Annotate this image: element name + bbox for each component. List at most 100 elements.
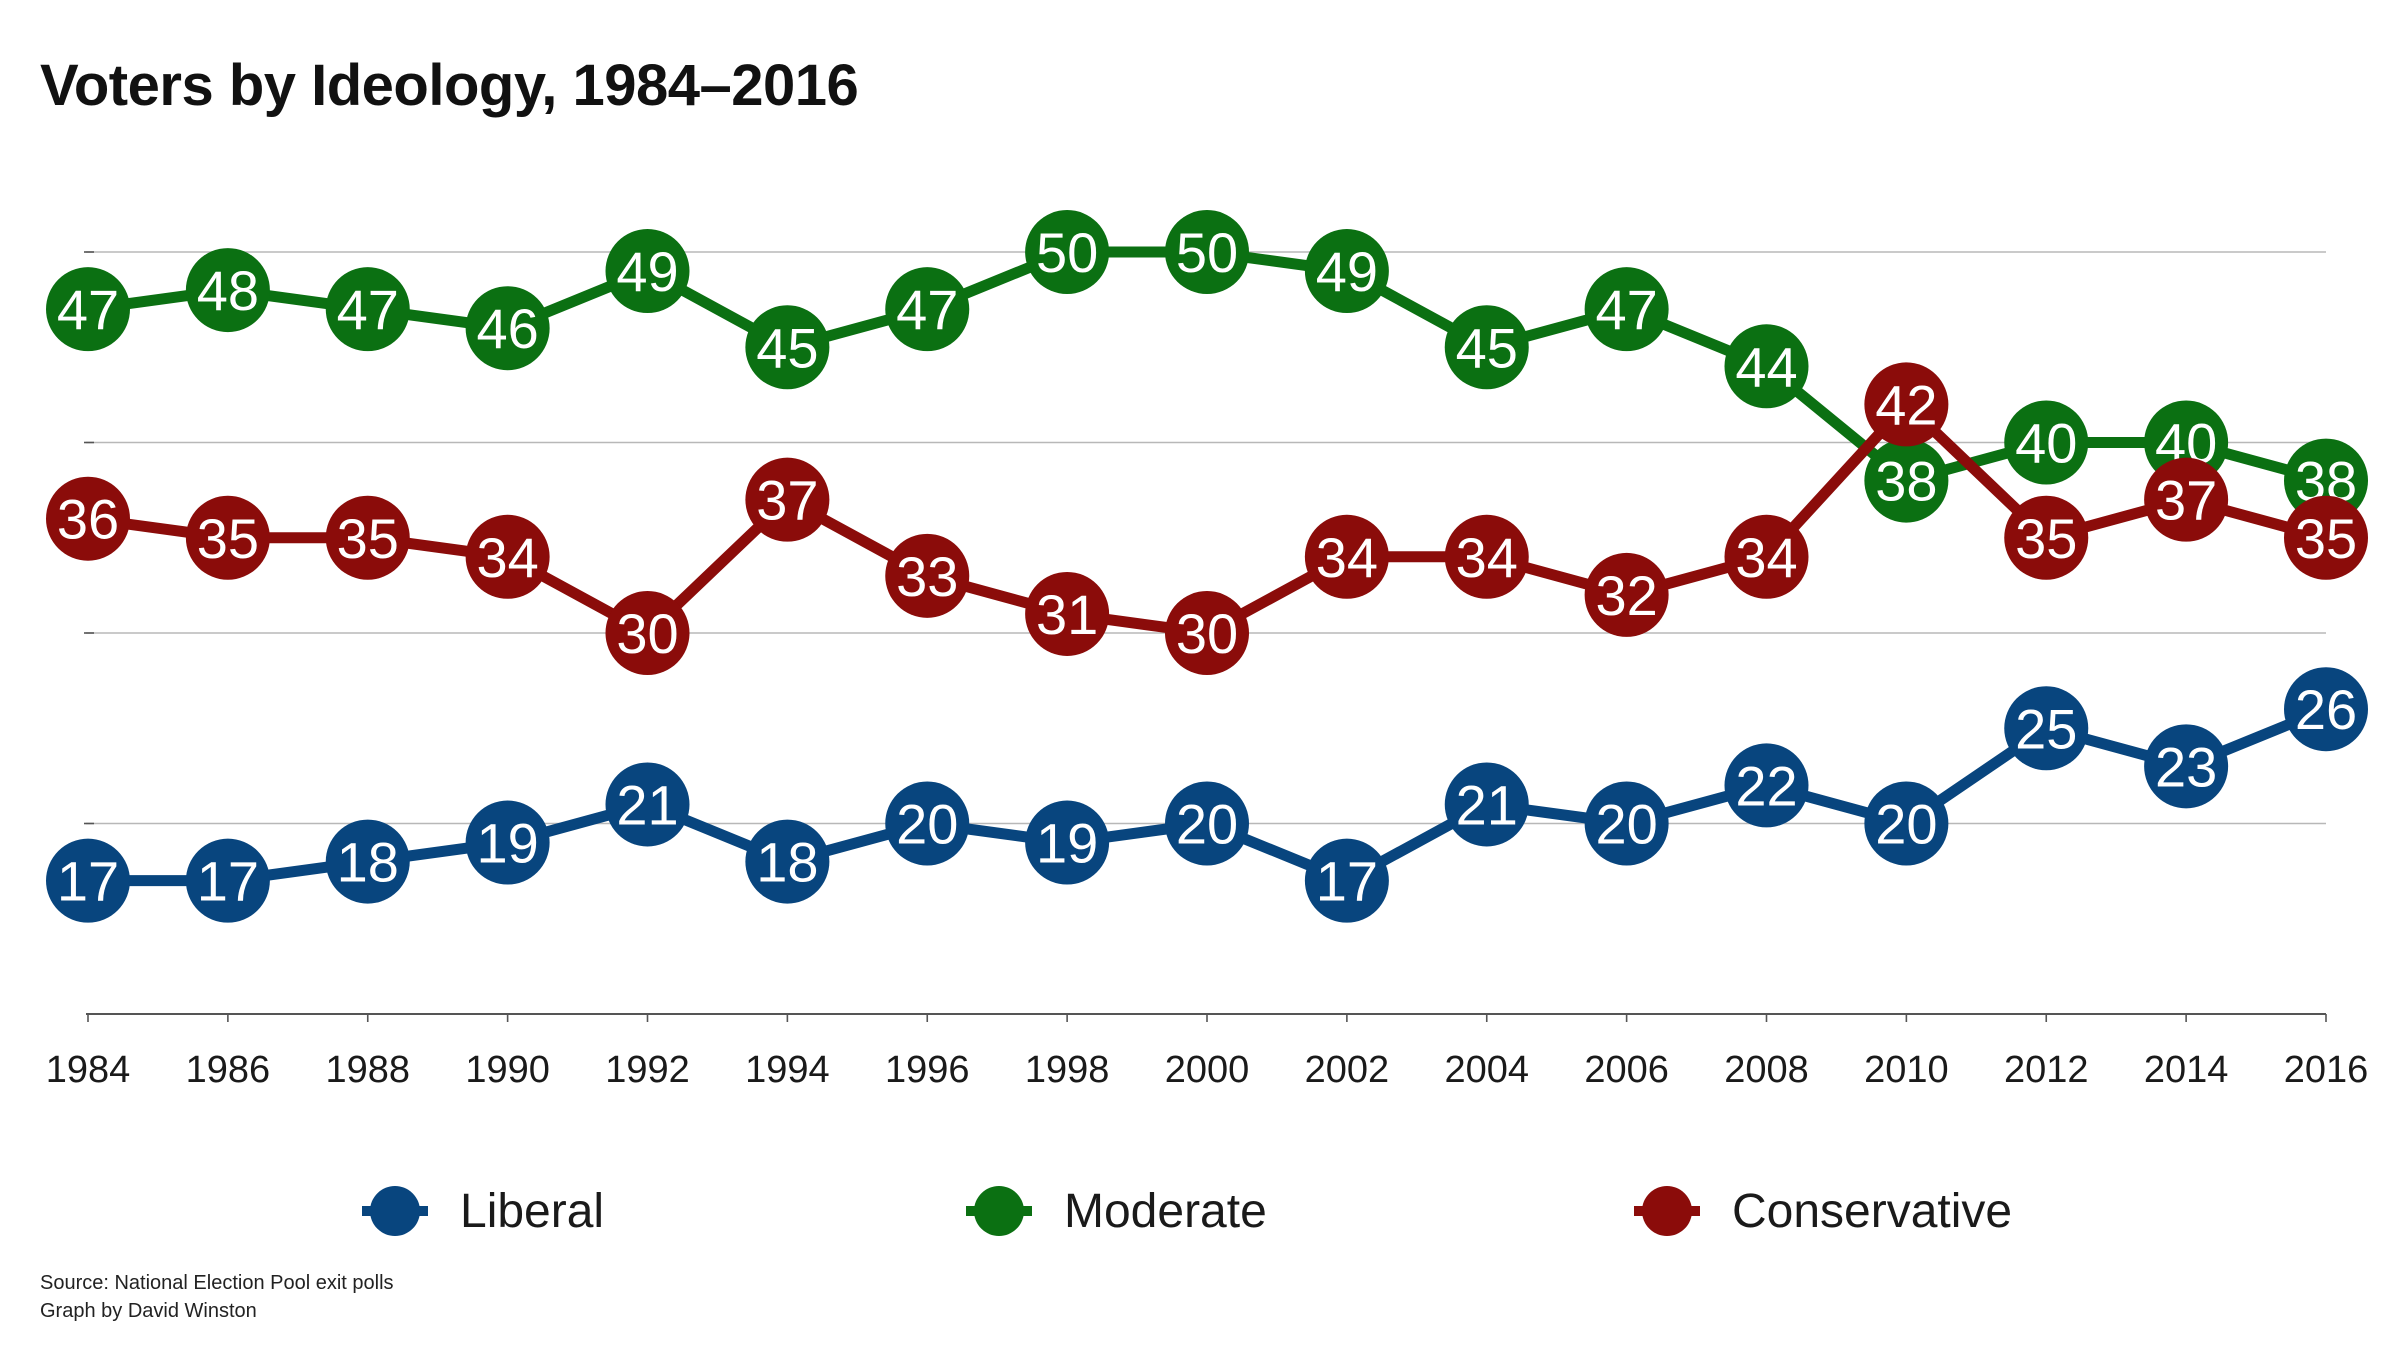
data-point-moderate [605,229,690,314]
data-point-liberal [2004,686,2089,771]
data-label-conservative: 33 [896,545,958,608]
data-point-conservative [2144,457,2229,542]
data-point-liberal [1165,781,1249,866]
data-label-moderate: 47 [337,278,399,341]
data-label-liberal: 18 [337,831,399,894]
x-tick-label: 2006 [1584,1049,1669,1091]
x-tick-label: 2014 [2144,1049,2229,1091]
data-label-liberal: 23 [2155,735,2217,798]
data-label-conservative: 35 [337,507,399,570]
data-label-conservative: 35 [2015,507,2077,570]
data-label-liberal: 25 [2015,697,2077,760]
data-point-conservative [1864,362,1949,447]
data-label-liberal: 21 [616,773,678,836]
data-point-moderate [1025,210,1110,294]
legend-item-conservative: Conservative [1634,1176,2012,1246]
legend-item-moderate: Moderate [966,1176,1267,1246]
data-label-liberal: 18 [756,831,818,894]
credit-note: Graph by David Winston [40,1300,257,1322]
data-label-moderate: 44 [1735,335,1797,398]
data-label-moderate: 49 [616,240,678,303]
data-label-moderate: 47 [1595,278,1657,341]
x-tick-label: 2012 [2004,1049,2089,1091]
data-point-conservative [2004,495,2089,580]
data-label-moderate: 46 [476,297,538,360]
data-point-moderate [465,286,550,371]
data-point-moderate [745,305,830,390]
data-point-conservative [1304,514,1389,599]
data-label-liberal: 20 [1595,793,1657,856]
data-point-moderate [325,267,410,352]
data-label-liberal: 17 [57,850,119,913]
data-label-liberal: 20 [1875,793,1937,856]
data-point-liberal [1724,743,1809,828]
data-point-moderate [1165,210,1249,294]
x-tick-label: 1992 [605,1049,690,1091]
data-point-conservative [1584,552,1669,637]
data-point-moderate [1724,324,1809,409]
data-point-liberal [745,819,830,904]
data-label-liberal: 22 [1735,754,1797,817]
data-label-conservative: 30 [1176,602,1238,665]
x-tick-label: 1988 [325,1049,410,1091]
gridlines [84,251,2326,825]
data-point-conservative [1165,591,1249,675]
data-label-liberal: 17 [197,850,259,913]
data-point-liberal [46,838,130,923]
data-point-moderate [1304,229,1389,314]
data-label-moderate: 50 [1176,221,1238,284]
data-point-conservative [1025,571,1110,656]
data-point-moderate [885,267,970,352]
data-point-conservative [1724,514,1809,599]
x-tick-label: 1990 [465,1049,550,1091]
data-point-conservative [2284,495,2368,580]
data-point-liberal [185,838,270,923]
x-axis: 1984 1986 1988 1990 1992 1994 1996 1998 2000 2002… [46,1013,2368,1091]
data-label-conservative: 35 [2295,507,2357,570]
legend: Liberal Moderate Conservative [0,1176,2400,1246]
data-point-conservative [325,495,410,580]
data-label-moderate: 50 [1036,221,1098,284]
data-label-conservative: 34 [1456,526,1518,589]
data-point-conservative [885,533,970,618]
legend-label-liberal: Liberal [460,1184,605,1238]
data-point-moderate [1864,438,1949,523]
data-point-moderate [46,267,130,352]
data-label-moderate: 40 [2015,412,2077,475]
legend-marker-conservative [1634,1186,1700,1236]
data-point-liberal [2144,724,2229,809]
data-label-conservative: 34 [1735,526,1797,589]
data-label-liberal: 21 [1456,773,1518,836]
data-label-liberal: 17 [1316,850,1378,913]
x-tick-label: 2004 [1444,1049,1529,1091]
data-point-liberal [325,819,410,904]
data-label-conservative: 37 [756,469,818,532]
x-tick-label: 2002 [1305,1049,1390,1091]
legend-item-liberal: Liberal [362,1176,604,1246]
data-label-moderate: 48 [197,259,259,322]
data-markers: 17 17 18 19 21 18 20 19 20 17 21 20 22 20 25 23 26 47 48 47… [46,210,2368,923]
data-point-conservative [465,514,550,599]
data-label-moderate: 45 [756,316,818,379]
chart-title: Voters by Ideology, 1984–2016 [40,53,859,118]
data-point-liberal [885,781,970,866]
legend-marker-liberal [362,1186,428,1236]
data-point-liberal [1025,800,1110,885]
data-point-conservative [1444,514,1529,599]
x-tick-label: 2008 [1724,1049,1809,1091]
data-label-conservative: 31 [1036,583,1098,646]
x-tick-label: 1994 [745,1049,830,1091]
data-point-moderate [1444,305,1529,390]
data-point-liberal [605,762,690,847]
data-point-conservative [745,457,830,542]
x-tick-label: 1984 [46,1049,131,1091]
data-label-conservative: 36 [57,488,119,551]
data-point-liberal [2284,667,2368,752]
data-point-conservative [605,591,690,675]
x-tick-label: 1998 [1025,1049,1110,1091]
data-label-moderate: 38 [1875,450,1937,513]
legend-label-moderate: Moderate [1064,1184,1267,1238]
x-tick-label: 2000 [1165,1049,1250,1091]
x-tick-label: 2010 [1864,1049,1949,1091]
